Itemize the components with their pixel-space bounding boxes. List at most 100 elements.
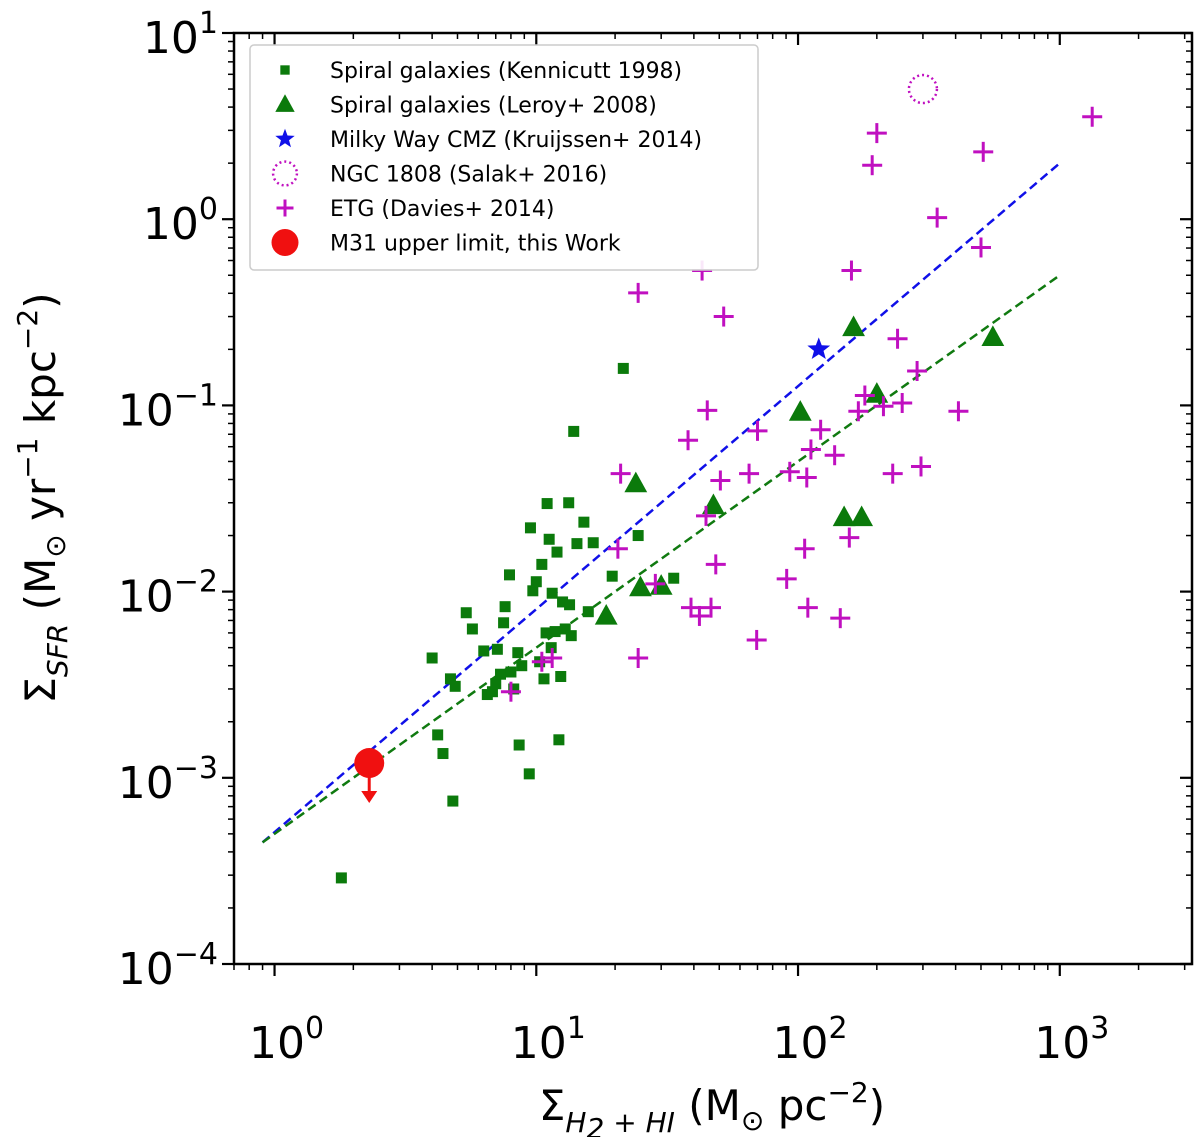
y-tick-label: 10−3 — [118, 751, 218, 809]
spiral_kennicutt-point — [571, 538, 583, 550]
spiral_leroy-point — [832, 505, 856, 527]
spiral_kennicutt-point — [466, 623, 478, 635]
blue-fit-line — [261, 162, 1061, 844]
spiral_kennicutt-point — [498, 617, 510, 629]
legend-item: NGC 1808 (Salak+ 2016) — [271, 160, 607, 188]
etg-point — [797, 597, 818, 618]
upper-limit-arrow-head — [361, 791, 378, 804]
spiral_kennicutt-point — [503, 569, 515, 581]
etg-point — [689, 605, 710, 626]
spiral_kennicutt-point — [540, 627, 552, 639]
y-tick-label: 100 — [143, 192, 218, 250]
spiral_kennicutt-point — [606, 570, 618, 582]
etg-point — [873, 396, 894, 417]
etg-point — [747, 420, 768, 441]
etg-point — [824, 445, 845, 466]
etg-point — [892, 393, 913, 414]
tick-labels: 100 101 102 103 10−4 10−3 10−2 10−1 100 101 — [118, 6, 1110, 1069]
m31-series — [354, 748, 385, 804]
milky_way-series — [807, 337, 831, 360]
spiral_leroy-point — [624, 471, 648, 493]
etg-point — [1082, 106, 1103, 127]
spiral_kennicutt-point — [460, 607, 472, 619]
etg-point — [746, 629, 767, 650]
spiral_kennicutt-point — [508, 683, 520, 695]
spiral_kennicutt-point — [426, 652, 438, 664]
legend-item: M31 upper limit, this Work — [271, 229, 621, 257]
legend-box — [249, 44, 759, 271]
etg-point — [970, 237, 991, 258]
spiral_kennicutt-point — [490, 678, 502, 690]
spiral_kennicutt-point — [555, 670, 567, 682]
spiral_kennicutt-point — [587, 537, 599, 549]
legend-marker-m31 — [271, 229, 299, 256]
legend-marker-milky_way — [275, 128, 295, 148]
spiral_kennicutt-point — [536, 558, 548, 570]
spiral_leroy-point — [788, 400, 812, 421]
spiral_kennicutt-point — [524, 522, 536, 534]
etg-point — [862, 155, 883, 176]
x-tick-label: 100 — [249, 1011, 324, 1069]
legend-marker-etg — [276, 199, 294, 217]
etg-point — [907, 361, 928, 382]
legend-item: Milky Way CMZ (Kruijssen+ 2014) — [275, 128, 702, 153]
spiral_kennicutt-point — [512, 647, 524, 659]
legend-label: M31 upper limit, this Work — [330, 232, 621, 257]
x-tick-label: 102 — [772, 1011, 847, 1069]
etg-point — [531, 651, 552, 672]
spiral_kennicutt-point — [478, 645, 490, 657]
etg-point — [645, 573, 666, 594]
etg-point — [796, 467, 817, 488]
spiral_leroy-series — [594, 315, 1005, 625]
spiral_kennicutt-point — [516, 660, 528, 672]
ngc1808-series — [907, 73, 939, 105]
spiral_kennicutt-point — [538, 673, 550, 685]
legend-item: Spiral galaxies (Kennicutt 1998) — [280, 59, 682, 84]
spiral_leroy-point — [702, 493, 725, 515]
spiral_kennicutt-point — [568, 425, 580, 437]
legend-label: ETG (Davies+ 2014) — [330, 197, 555, 222]
y-tick-label: 101 — [143, 6, 218, 64]
y-tick-label: 10−2 — [118, 565, 218, 623]
etg-point — [500, 681, 521, 702]
legend-label: Spiral galaxies (Leroy+ 2008) — [330, 94, 657, 119]
etg-point — [713, 306, 734, 327]
legend-item: ETG (Davies+ 2014) — [276, 197, 555, 222]
etg-point — [854, 385, 875, 406]
spiral_kennicutt-point — [559, 623, 571, 635]
legend: Spiral galaxies (Kennicutt 1998) Spiral g… — [249, 44, 759, 271]
etg-point — [794, 538, 815, 559]
etg-point — [841, 260, 862, 281]
etg-point — [882, 463, 903, 484]
legend-label: Milky Way CMZ (Kruijssen+ 2014) — [330, 128, 702, 153]
spiral_kennicutt-point — [444, 673, 456, 685]
x-tick-label: 103 — [1034, 1011, 1109, 1069]
y-axis-title: ΣSFR (M⊙ yr−1 kpc−2) — [11, 292, 74, 703]
etg-point — [705, 554, 726, 575]
spiral_kennicutt-point — [668, 572, 680, 584]
spiral_kennicutt-point — [549, 626, 561, 638]
spiral_kennicutt-point — [564, 599, 576, 611]
spiral_kennicutt-point — [551, 546, 563, 558]
etg-point — [739, 463, 760, 484]
spiral_leroy-point — [842, 315, 865, 337]
data-points — [335, 73, 1103, 884]
spiral_kennicutt-point — [557, 596, 569, 608]
etg-point — [628, 647, 649, 668]
etg-point — [779, 461, 800, 482]
spiral_leroy-point — [850, 505, 874, 527]
etg-point — [948, 401, 969, 422]
etg-point — [810, 419, 831, 440]
etg-point — [887, 328, 908, 349]
etg-point — [610, 463, 631, 484]
spiral_kennicutt-point — [486, 686, 498, 698]
etg-point — [697, 400, 718, 421]
spiral_kennicutt-point — [505, 666, 517, 678]
spiral_kennicutt-point — [578, 516, 590, 528]
etg-point — [695, 505, 716, 526]
etg-point — [680, 597, 701, 618]
legend-marker-ngc1808 — [271, 160, 299, 187]
etg-point — [607, 538, 628, 559]
etg-point — [848, 401, 869, 422]
